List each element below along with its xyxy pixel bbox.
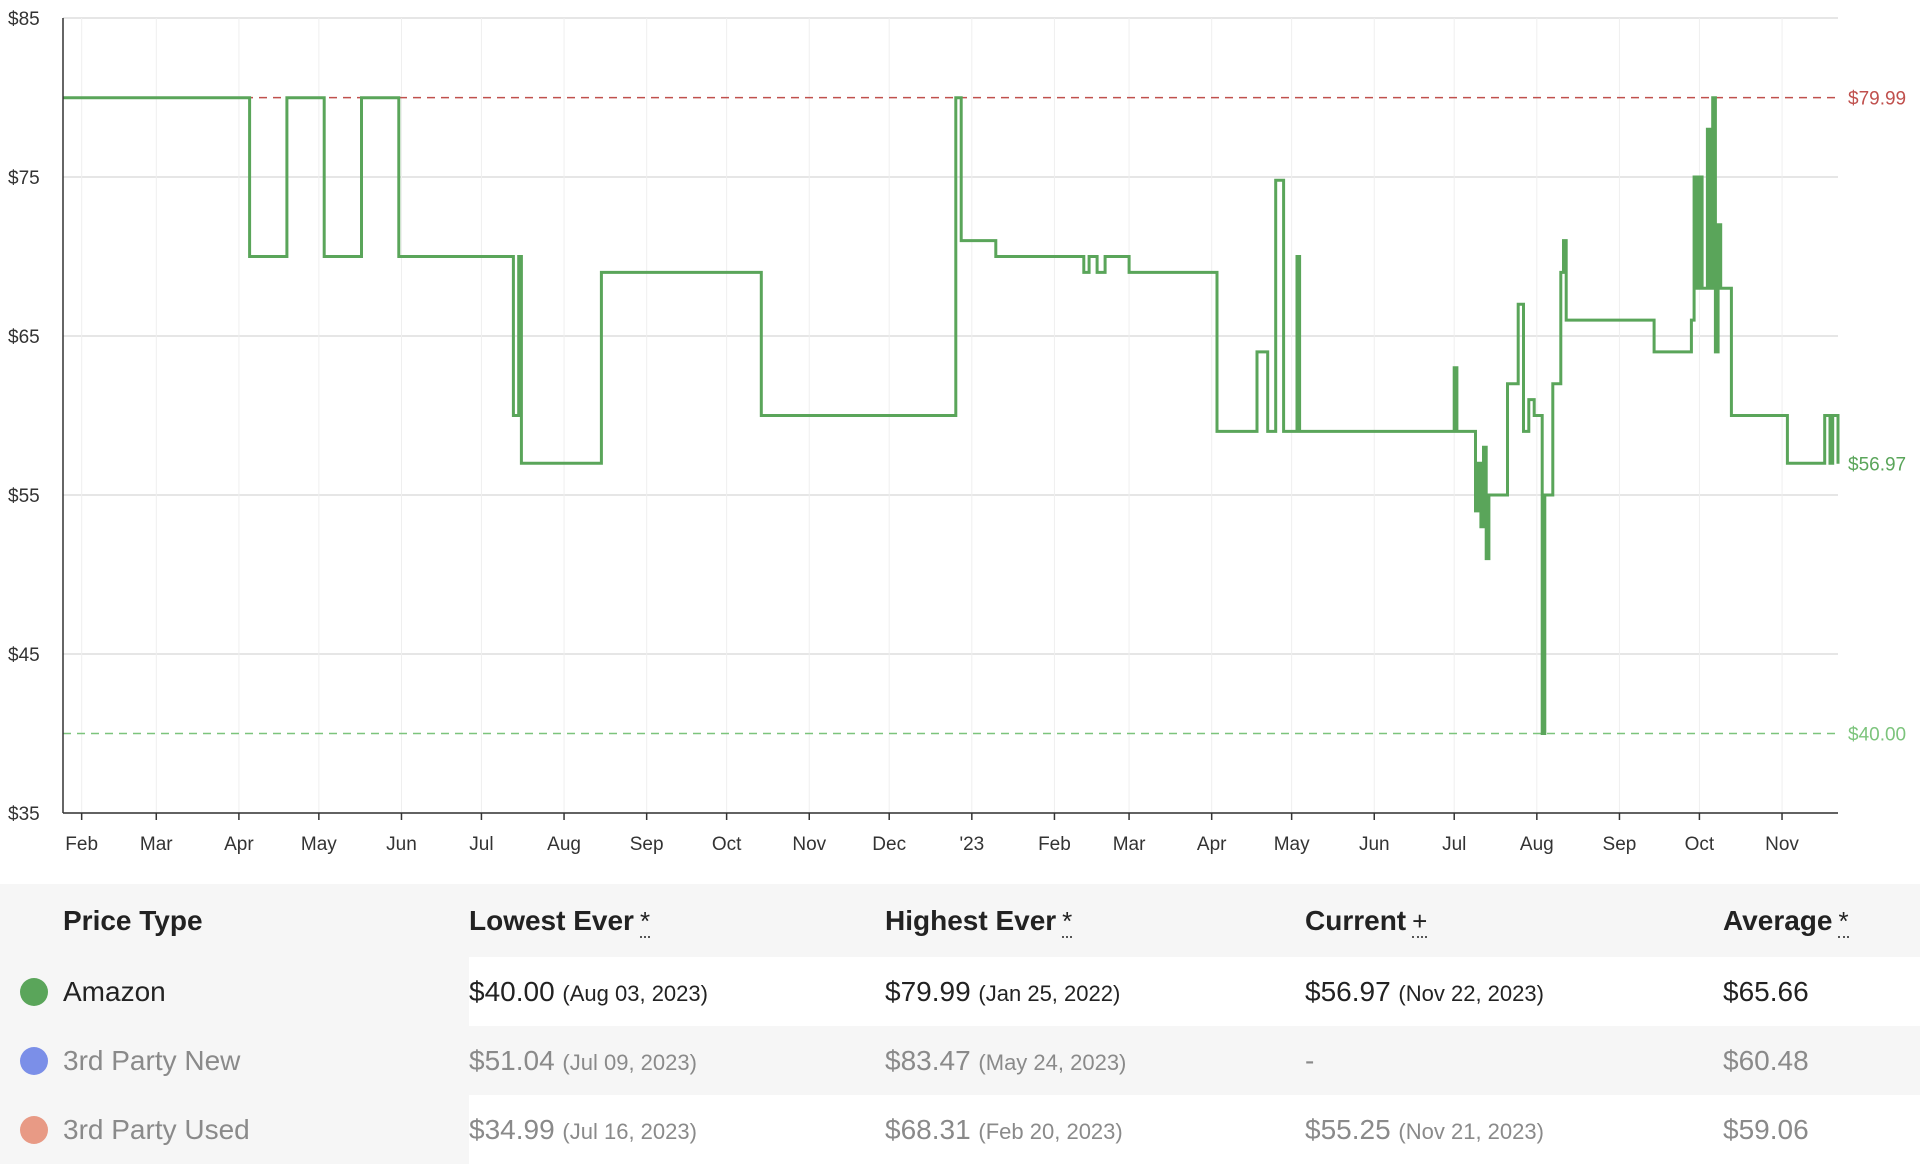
header-label: Average — [1723, 904, 1833, 936]
x-tick-label: Jul — [1442, 834, 1466, 855]
table-row-3rd-party-new: 3rd Party New $51.04 (Jul 09, 2023) $83.… — [0, 1026, 1920, 1095]
x-tick-label: '23 — [959, 834, 984, 855]
x-tick-label: Jul — [469, 834, 493, 855]
price-type-name: Amazon — [63, 975, 166, 1007]
lowest-cell: $51.04 (Jul 09, 2023) — [469, 1026, 885, 1095]
x-tick-label: May — [301, 834, 337, 855]
x-tick-label: Aug — [1520, 834, 1554, 855]
reference-line-label: $40.00 — [1848, 725, 1906, 746]
x-tick-label: Sep — [630, 834, 664, 855]
footnote-marker[interactable]: * — [1838, 905, 1849, 938]
y-tick-label: $35 — [8, 804, 40, 825]
header-label: Price Type — [63, 904, 203, 936]
price-type-cell: 3rd Party Used — [0, 1095, 469, 1164]
highest-date: (Feb 20, 2023) — [978, 1118, 1123, 1144]
series-line-amazon — [63, 96, 1840, 735]
lowest-value: $40.00 — [469, 975, 555, 1007]
price-type-cell: Amazon — [0, 957, 469, 1026]
x-tick-label: Jun — [1359, 834, 1390, 855]
lowest-cell: $40.00 (Aug 03, 2023) — [469, 957, 885, 1026]
price-type-name: 3rd Party Used — [63, 1113, 250, 1145]
x-tick-label: May — [1274, 834, 1310, 855]
x-tick-label: Jun — [386, 834, 417, 855]
header-current: Current + — [1305, 884, 1723, 957]
average-value: $65.66 — [1723, 975, 1809, 1007]
header-price-type: Price Type — [0, 884, 469, 957]
x-tick-label: Oct — [1685, 834, 1715, 855]
lowest-value: $34.99 — [469, 1113, 555, 1145]
y-tick-label: $55 — [8, 486, 40, 507]
highest-value: $79.99 — [885, 975, 971, 1007]
series-color-dot — [20, 1115, 48, 1144]
current-value: $55.25 — [1305, 1113, 1391, 1145]
header-label: Highest Ever — [885, 904, 1057, 936]
footnote-marker[interactable]: + — [1412, 905, 1428, 938]
price-type-name: 3rd Party New — [63, 1044, 241, 1076]
current-value: $56.97 — [1305, 975, 1391, 1007]
x-tick-label: Oct — [712, 834, 742, 855]
highest-date: (May 24, 2023) — [978, 1049, 1127, 1075]
average-cell: $60.48 — [1723, 1026, 1920, 1095]
y-tick-label: $85 — [8, 9, 40, 30]
y-tick-label: $75 — [8, 168, 40, 189]
table-header-row: Price Type Lowest Ever * Highest Ever * Cu… — [0, 884, 1920, 957]
x-tick-label: Feb — [1038, 834, 1071, 855]
highest-cell: $79.99 (Jan 25, 2022) — [885, 957, 1305, 1026]
y-tick-label: $45 — [8, 645, 40, 666]
x-tick-label: Aug — [547, 834, 581, 855]
table-row-amazon: Amazon $40.00 (Aug 03, 2023) $79.99 (Jan… — [0, 957, 1920, 1026]
header-average: Average * — [1723, 884, 1920, 957]
footnote-marker[interactable]: * — [1062, 905, 1073, 938]
y-tick-label: $65 — [8, 327, 40, 348]
lowest-cell: $34.99 (Jul 16, 2023) — [469, 1095, 885, 1164]
current-cell: $55.25 (Nov 21, 2023) — [1305, 1095, 1723, 1164]
series-color-dot — [20, 977, 48, 1006]
x-tick-label: Sep — [1603, 834, 1637, 855]
average-value: $59.06 — [1723, 1113, 1809, 1145]
average-cell: $59.06 — [1723, 1095, 1920, 1164]
highest-date: (Jan 25, 2022) — [978, 980, 1121, 1006]
current-cell: $56.97 (Nov 22, 2023) — [1305, 957, 1723, 1026]
price-table: Price Type Lowest Ever * Highest Ever * Cu… — [0, 884, 1920, 1164]
current-value: - — [1305, 1044, 1315, 1076]
average-value: $60.48 — [1723, 1044, 1809, 1076]
series-layer — [63, 96, 1840, 735]
reference-lines: $79.99 $40.00 $56.97 — [63, 89, 1906, 746]
current-cell: - — [1305, 1026, 1723, 1095]
current-date: (Nov 22, 2023) — [1398, 980, 1544, 1006]
header-label: Lowest Ever — [469, 904, 634, 936]
reference-line-label: $79.99 — [1848, 89, 1906, 110]
x-tick-label: Mar — [1113, 834, 1146, 855]
header-label: Current — [1305, 904, 1407, 936]
x-tick-label: Nov — [792, 834, 826, 855]
header-lowest-ever: Lowest Ever * — [469, 884, 885, 957]
x-tick-label: Nov — [1765, 834, 1799, 855]
highest-cell: $83.47 (May 24, 2023) — [885, 1026, 1305, 1095]
lowest-date: (Jul 16, 2023) — [562, 1118, 697, 1144]
lowest-value: $51.04 — [469, 1044, 555, 1076]
current-price-label: $56.97 — [1848, 455, 1906, 476]
series-color-dot — [20, 1046, 48, 1075]
lowest-date: (Aug 03, 2023) — [562, 980, 708, 1006]
x-tick-label: Feb — [65, 834, 98, 855]
highest-value: $83.47 — [885, 1044, 971, 1076]
table-row-3rd-party-used: 3rd Party Used $34.99 (Jul 16, 2023) $68… — [0, 1095, 1920, 1164]
x-tick-label: Apr — [224, 834, 254, 855]
price-history-svg: $79.99 $40.00 $56.97 $85 $75 $65 $55 $45 $35 Feb… — [8, 9, 1906, 855]
average-cell: $65.66 — [1723, 957, 1920, 1026]
price-history-chart: $79.99 $40.00 $56.97 $85 $75 $65 $55 $45 $35 Feb… — [8, 9, 1906, 855]
price-type-cell: 3rd Party New — [0, 1026, 469, 1095]
axis-layer: $85 $75 $65 $55 $45 $35 Feb Mar Apr May Jun Jul Aug S… — [8, 9, 1838, 855]
lowest-date: (Jul 09, 2023) — [562, 1049, 697, 1075]
x-tick-label: Apr — [1197, 834, 1227, 855]
footnote-marker[interactable]: * — [639, 905, 651, 938]
highest-value: $68.31 — [885, 1113, 971, 1145]
highest-cell: $68.31 (Feb 20, 2023) — [885, 1095, 1305, 1164]
header-highest-ever: Highest Ever * — [885, 884, 1305, 957]
x-tick-label: Dec — [872, 834, 906, 855]
x-tick-label: Mar — [140, 834, 173, 855]
current-date: (Nov 21, 2023) — [1398, 1118, 1544, 1144]
